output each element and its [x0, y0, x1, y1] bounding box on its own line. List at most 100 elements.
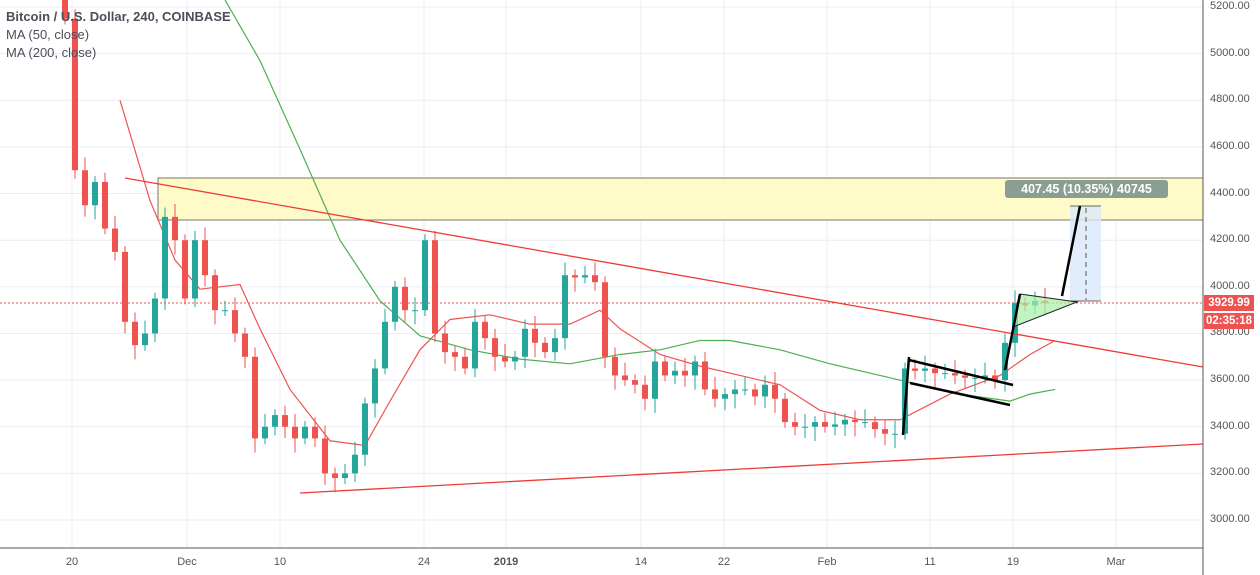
- candle: [302, 426, 308, 439]
- candle: [662, 361, 668, 376]
- candle: [582, 275, 588, 278]
- candle: [82, 170, 88, 206]
- candle: [822, 422, 828, 427]
- flag-lower: [909, 381, 1011, 407]
- candle: [152, 298, 158, 334]
- time-tick: 22: [717, 556, 731, 568]
- candle: [112, 228, 118, 252]
- candle: [862, 422, 868, 424]
- candle: [122, 251, 128, 322]
- candle: [532, 328, 538, 343]
- candle: [842, 419, 848, 425]
- ma50-legend[interactable]: MA (50, close): [6, 27, 90, 42]
- candle: [252, 356, 258, 439]
- candle: [482, 321, 488, 339]
- time-tick: Mar: [1106, 556, 1126, 568]
- price-tick: 3600.00: [1210, 373, 1250, 386]
- candle: [642, 384, 648, 399]
- price-tick: 4200.00: [1210, 233, 1250, 246]
- candle: [702, 361, 708, 390]
- price-tick: 5200.00: [1210, 0, 1250, 12]
- candle: [812, 422, 818, 427]
- pennant-pole: [1003, 293, 1022, 371]
- candle: [932, 368, 938, 374]
- candle: [402, 286, 408, 311]
- last-price-badge: 3929.99: [1204, 295, 1254, 311]
- upper-trendline: [124, 177, 1204, 368]
- flag-pole: [901, 356, 911, 436]
- pennant-pattern: [1012, 293, 1079, 328]
- candle: [782, 398, 788, 423]
- candle: [192, 240, 198, 299]
- candle: [232, 310, 238, 334]
- candle: [692, 361, 698, 376]
- candle: [882, 429, 888, 434]
- candle: [602, 282, 608, 357]
- price-tick: 5000.00: [1210, 46, 1250, 59]
- candles: [62, 0, 1048, 493]
- price-tick: 4000.00: [1210, 279, 1250, 292]
- candle: [472, 321, 478, 369]
- candle: [1002, 342, 1008, 381]
- symbol-title[interactable]: Bitcoin / U.S. Dollar, 240, COINBASE: [6, 9, 231, 24]
- candle: [312, 426, 318, 439]
- candle: [952, 373, 958, 376]
- candle: [732, 389, 738, 395]
- candle: [992, 375, 998, 381]
- time-tick: 20: [65, 556, 79, 568]
- ma50-line: [119, 100, 1056, 447]
- candle: [142, 333, 148, 346]
- candle: [202, 240, 208, 276]
- candle: [752, 389, 758, 397]
- candle: [562, 275, 568, 339]
- candle: [292, 426, 298, 439]
- candle: [802, 426, 808, 428]
- price-tick: 3200.00: [1210, 466, 1250, 479]
- candle: [972, 377, 978, 379]
- candle: [572, 275, 578, 278]
- candle: [522, 328, 528, 357]
- ma200-legend[interactable]: MA (200, close): [6, 45, 97, 60]
- time-tick: Feb: [817, 556, 837, 568]
- candle: [872, 422, 878, 430]
- candle: [912, 368, 918, 371]
- candle: [422, 240, 428, 311]
- candle: [342, 473, 348, 479]
- price-tick: 4600.00: [1210, 139, 1250, 152]
- candle: [392, 286, 398, 322]
- candle: [722, 394, 728, 399]
- candle: [432, 240, 438, 334]
- candle: [942, 373, 948, 375]
- grid: [0, 0, 1203, 548]
- candle: [172, 216, 178, 241]
- candle: [272, 415, 278, 427]
- candle: [982, 375, 988, 378]
- price-tick: 3000.00: [1210, 513, 1250, 526]
- candle: [962, 375, 968, 378]
- candle: [592, 275, 598, 283]
- time-tick: 14: [634, 556, 648, 568]
- countdown-badge: 02:35:18: [1204, 313, 1254, 329]
- candle: [712, 389, 718, 399]
- candle: [362, 403, 368, 455]
- measure-label: 407.45 (10.35%) 40745: [1005, 180, 1168, 198]
- candle: [612, 356, 618, 376]
- candle: [452, 352, 458, 357]
- candle: [622, 375, 628, 381]
- candle: [132, 321, 138, 346]
- lower-trendline: [299, 443, 1204, 494]
- time-tick: 24: [417, 556, 431, 568]
- candle: [102, 181, 108, 229]
- candle: [92, 181, 98, 206]
- candle: [552, 338, 558, 353]
- price-tick: 4400.00: [1210, 186, 1250, 199]
- flag-upper: [908, 358, 1014, 387]
- time-tick: 10: [273, 556, 287, 568]
- candle: [212, 275, 218, 311]
- candle: [462, 356, 468, 369]
- candle: [762, 384, 768, 397]
- candle: [262, 426, 268, 439]
- candle: [892, 433, 898, 435]
- candle: [62, 0, 68, 19]
